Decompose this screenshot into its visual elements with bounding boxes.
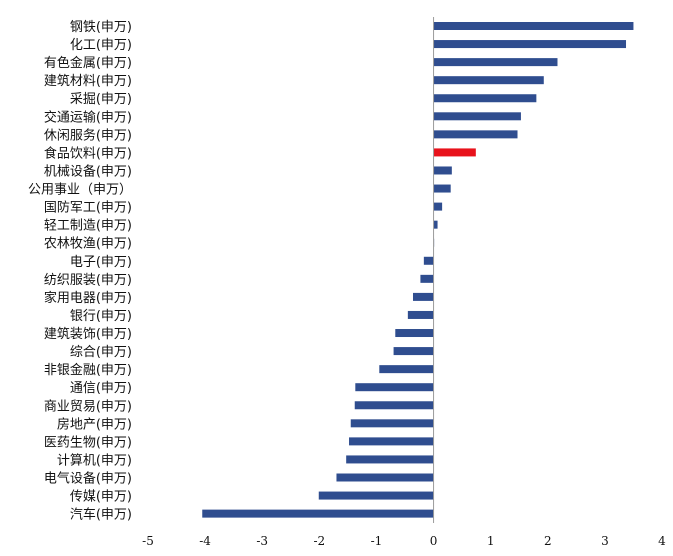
category-label: 化工(申万) bbox=[70, 38, 132, 53]
x-tick-label: -2 bbox=[313, 534, 325, 548]
bar-6 bbox=[433, 130, 518, 139]
category-label: 有色金属(申万) bbox=[44, 55, 132, 71]
category-label: 计算机(申万) bbox=[57, 453, 132, 468]
bar-18 bbox=[393, 347, 434, 356]
x-tick-label: 0 bbox=[430, 534, 438, 548]
bars-group bbox=[202, 22, 634, 518]
bar-19 bbox=[379, 365, 434, 374]
category-label: 建筑装饰(申万) bbox=[44, 326, 132, 342]
category-label: 通信(申万) bbox=[70, 381, 132, 396]
category-label: 家用电器(申万) bbox=[44, 290, 132, 306]
bar-10 bbox=[433, 202, 443, 211]
category-label: 电子(申万) bbox=[70, 255, 132, 270]
bar-20 bbox=[355, 383, 434, 392]
category-label: 国防军工(申万) bbox=[44, 200, 132, 216]
bar-22 bbox=[350, 419, 434, 428]
bar-2 bbox=[433, 58, 558, 67]
category-label: 钢铁(申万) bbox=[70, 20, 132, 35]
bar-4 bbox=[433, 94, 537, 103]
x-tick-label: 1 bbox=[487, 534, 495, 548]
category-label: 电气设备(申万) bbox=[44, 471, 132, 487]
category-label: 食品饮料(申万) bbox=[44, 145, 132, 161]
x-tick-label: -1 bbox=[371, 534, 383, 548]
category-label: 纺织服装(申万) bbox=[44, 273, 132, 288]
category-label: 轻工制造(申万) bbox=[44, 219, 132, 234]
bar-9 bbox=[433, 184, 451, 193]
category-label: 采掘(申万) bbox=[70, 92, 132, 107]
category-label: 交通运输(申万) bbox=[44, 109, 132, 125]
category-label: 机械设备(申万) bbox=[44, 163, 132, 179]
bar-17 bbox=[395, 329, 434, 338]
bar-25 bbox=[336, 473, 434, 482]
category-label: 房地产(申万) bbox=[57, 416, 132, 432]
bar-13 bbox=[423, 256, 434, 265]
bar-24 bbox=[346, 455, 434, 464]
bar-27 bbox=[202, 509, 434, 518]
x-tick-label: -3 bbox=[256, 534, 268, 548]
x-tick-label: 4 bbox=[658, 534, 666, 548]
bar-3 bbox=[433, 76, 544, 85]
x-tick-labels: -5 -4 -3 -2 -1 0 1 2 3 4 bbox=[142, 534, 666, 548]
bar-11 bbox=[433, 220, 438, 229]
bar-7 bbox=[433, 148, 476, 157]
category-label: 休闲服务(申万) bbox=[44, 127, 132, 143]
category-labels: 钢铁(申万) 化工(申万) 有色金属(申万) 建筑材料(申万) 采掘(申万) 交通运输(申… bbox=[28, 20, 132, 523]
category-label: 建筑材料(申万) bbox=[44, 73, 132, 89]
category-label: 医药生物(申万) bbox=[44, 435, 132, 450]
bar-16 bbox=[407, 310, 434, 319]
bar-23 bbox=[349, 437, 434, 446]
category-label: 传媒(申万) bbox=[70, 490, 132, 505]
x-tick-label: -4 bbox=[199, 534, 211, 548]
category-label: 银行(申万) bbox=[70, 309, 132, 324]
bar-15 bbox=[412, 292, 434, 301]
x-tick-label: -5 bbox=[142, 534, 154, 548]
category-label: 农林牧渔(申万) bbox=[44, 237, 132, 252]
bar-1 bbox=[433, 40, 627, 49]
x-tick-label: 2 bbox=[544, 534, 552, 548]
bar-26 bbox=[318, 491, 434, 500]
category-label: 汽车(申万) bbox=[70, 507, 132, 523]
category-label: 公用事业（申万） bbox=[28, 183, 132, 198]
category-label: 综合(申万) bbox=[70, 345, 132, 360]
bar-0 bbox=[433, 22, 634, 30]
category-label: 非银金融(申万) bbox=[44, 362, 132, 378]
bar-8 bbox=[433, 166, 452, 175]
bar-21 bbox=[354, 401, 434, 410]
bar-14 bbox=[420, 274, 434, 283]
category-label: 商业贸易(申万) bbox=[44, 399, 132, 414]
x-tick-label: 3 bbox=[601, 534, 609, 548]
bar-5 bbox=[433, 112, 521, 121]
